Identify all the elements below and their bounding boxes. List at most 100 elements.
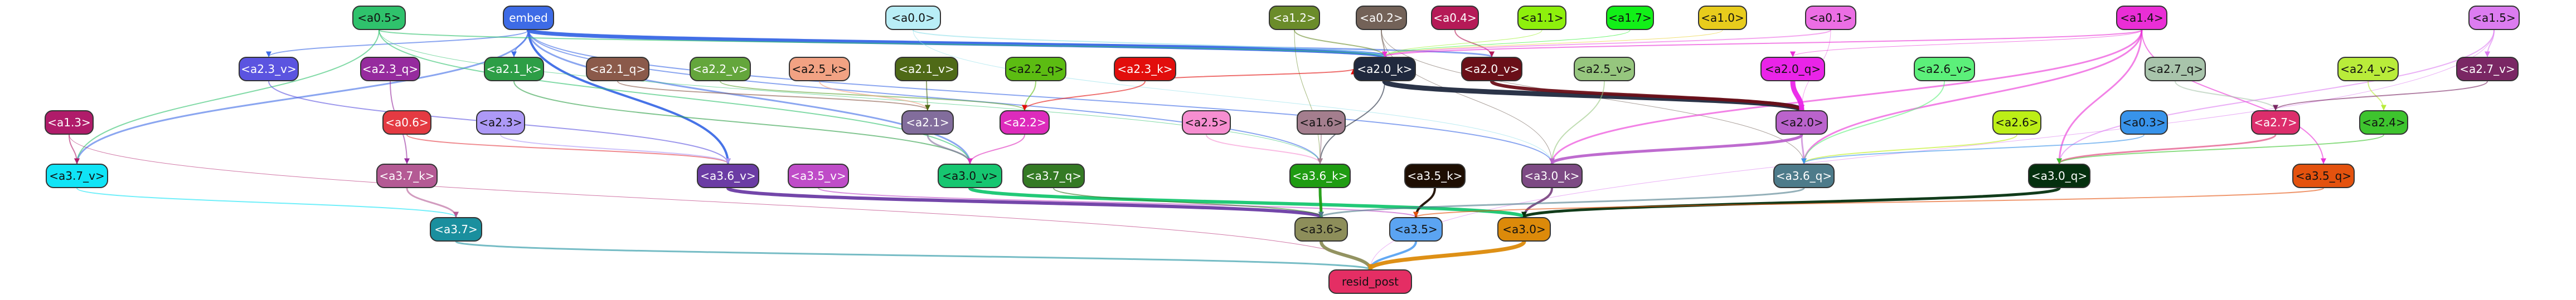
edge-a25-to-a36k [1206,134,1323,164]
edge-a03-to-a36q [1801,134,2145,164]
node-a3-6-k[interactable]: <a3.6_k> [1289,164,1351,188]
edge-a14-to-a36q [1801,29,2143,164]
node-a3-0-v[interactable]: <a3.0_v> [938,164,1002,188]
node-a2-3-q[interactable]: <a2.3_q> [360,57,420,81]
node-a2-1[interactable]: <a2.1> [901,110,954,135]
node-a2-3-v[interactable]: <a2.3_v> [239,57,299,81]
edge-a05-to-a20k [379,29,1388,57]
node-a2-1-q[interactable]: <a2.1_q> [586,57,649,81]
node-a3-5[interactable]: <a3.5> [1389,217,1443,242]
node-a2-1-v[interactable]: <a2.1_v> [895,57,958,81]
node-a3-7[interactable]: <a3.7> [430,217,482,242]
node-a2-7-q[interactable]: <a2.7_q> [2145,57,2206,81]
edge-a21-to-a30v [926,134,973,164]
node-a2-4-v[interactable]: <a2.4_v> [2337,57,2399,81]
node-a0-4[interactable]: <a0.4> [1431,6,1479,30]
edge-a27v-to-a27 [2273,81,2488,111]
node-a2-3-k[interactable]: <a2.3_k> [1114,57,1176,81]
edge-a00-to-a20k [913,29,1388,57]
node-a3-6[interactable]: <a3.6> [1294,217,1348,242]
node-a2-5-v[interactable]: <a2.5_v> [1574,57,1635,81]
node-a2-5-k[interactable]: <a2.5_k> [789,57,850,81]
node-a1-3[interactable]: <a1.3> [45,110,94,135]
node-a3-7-q[interactable]: <a3.7_q> [1022,164,1085,188]
node-a0-1[interactable]: <a0.1> [1805,6,1856,30]
node-a1-7[interactable]: <a1.7> [1606,6,1654,30]
edge-a24-to-a30q [2056,134,2384,164]
node-a3-5-q[interactable]: <a3.5_q> [2292,164,2355,188]
edge-a17-to-a20k [1382,29,1631,57]
edge-a01-to-a20k [1382,29,1831,57]
edge-a30v-to-a30 [968,186,1527,219]
edge-embed-to-a30v [527,29,973,164]
node-a2-7[interactable]: <a2.7> [2251,110,2300,135]
node-a3-0-k[interactable]: <a3.0_k> [1521,164,1583,188]
edge-a30q-to-a30 [1521,186,2061,219]
edge-a26v-to-a36q [1801,81,1945,164]
edge-a05-to-a36k [379,29,1323,164]
edge-a36k-to-a36 [1318,188,1324,218]
edge-a10-to-a20k [1382,29,1723,57]
node-a0-3[interactable]: <a0.3> [2120,110,2168,135]
edge-a20-to-a36q [1801,134,1807,164]
edge-a14-to-a20q [1790,29,2142,57]
node-resid-post[interactable]: resid_post [1328,269,1412,294]
node-a3-7-v[interactable]: <a3.7_v> [46,164,108,188]
edge-a36q-to-a36 [1318,187,1805,218]
edge-a14-to-a30q [2056,29,2143,164]
edge-a21v-to-a21 [924,81,930,111]
node-a1-1[interactable]: <a1.1> [1517,6,1566,30]
edge-a37-to-resid_post [455,240,1373,271]
node-a3-0[interactable]: <a3.0> [1497,217,1551,242]
node-a2-2-v[interactable]: <a2.2_v> [690,57,751,81]
edge-a26-to-a36q [1801,134,2017,164]
edge-a23k-to-a22 [1022,81,1146,111]
node-a1-2[interactable]: <a1.2> [1269,6,1320,30]
node-a0-5[interactable]: <a0.5> [352,6,406,30]
node-a0-0[interactable]: <a0.0> [885,6,941,30]
node-a3-6-v[interactable]: <a3.6_v> [697,164,759,188]
node-a2-7-v[interactable]: <a2.7_v> [2456,57,2519,81]
node-a1-6[interactable]: <a1.6> [1297,110,1346,135]
edge-a12-to-a20k [1294,29,1388,57]
node-a2-5[interactable]: <a2.5> [1182,110,1231,135]
edge-a00-to-a30k [913,29,1555,164]
node-a2-0[interactable]: <a2.0> [1775,110,1828,135]
node-embed[interactable]: embed [503,6,554,30]
node-a2-2-q[interactable]: <a2.2_q> [1005,57,1066,81]
edge-a35k-to-a35 [1413,188,1436,218]
node-a2-6[interactable]: <a2.6> [1992,110,2041,135]
edge-a25k-to-a21 [819,81,930,111]
node-a1-0[interactable]: <a1.0> [1698,6,1747,30]
edge-a16-to-a36k [1317,134,1323,164]
node-a3-5-k[interactable]: <a3.5_k> [1404,164,1466,188]
node-a0-6[interactable]: <a0.6> [382,110,431,135]
node-a0-2[interactable]: <a0.2> [1356,6,1407,30]
node-a2-4[interactable]: <a2.4> [2359,110,2408,135]
edge-a20k-to-a20 [1382,78,1804,113]
edge-a20v-to-a20 [1490,80,1804,112]
node-a3-0-q[interactable]: <a3.0_q> [2028,164,2090,188]
node-a3-5-v[interactable]: <a3.5_v> [788,164,849,188]
edge-embed-to-a36v [527,29,731,164]
edge-a37k-to-a37 [406,188,459,218]
node-a3-7-k[interactable]: <a3.7_k> [376,164,438,188]
node-a3-6-q[interactable]: <a3.6_q> [1773,164,1835,188]
edge-a21q-to-a21 [617,81,930,111]
node-a2-0-k[interactable]: <a2.0_k> [1354,57,1416,81]
edge-embed-to-a36k [528,29,1323,164]
node-a1-4[interactable]: <a1.4> [2116,6,2167,30]
node-a2-0-v[interactable]: <a2.0_v> [1461,57,1522,81]
node-a2-3[interactable]: <a2.3> [476,110,525,135]
edge-a14-to-a30k [1549,29,2143,164]
node-a1-5[interactable]: <a1.5> [2468,6,2520,30]
node-a2-1-k[interactable]: <a2.1_k> [484,57,544,81]
node-a2-0-q[interactable]: <a2.0_q> [1760,57,1825,81]
node-a2-2[interactable]: <a2.2> [1000,110,1050,135]
edge-a27q-to-a27 [2175,81,2278,111]
node-a2-6-v[interactable]: <a2.6_v> [1914,57,1975,81]
edge-a37q-to-a36 [1053,188,1324,218]
edge-a05-to-a30v [379,29,973,164]
edge-a15-to-a30q [2056,29,2495,164]
edge-a13-to-resid_post [69,134,1373,270]
